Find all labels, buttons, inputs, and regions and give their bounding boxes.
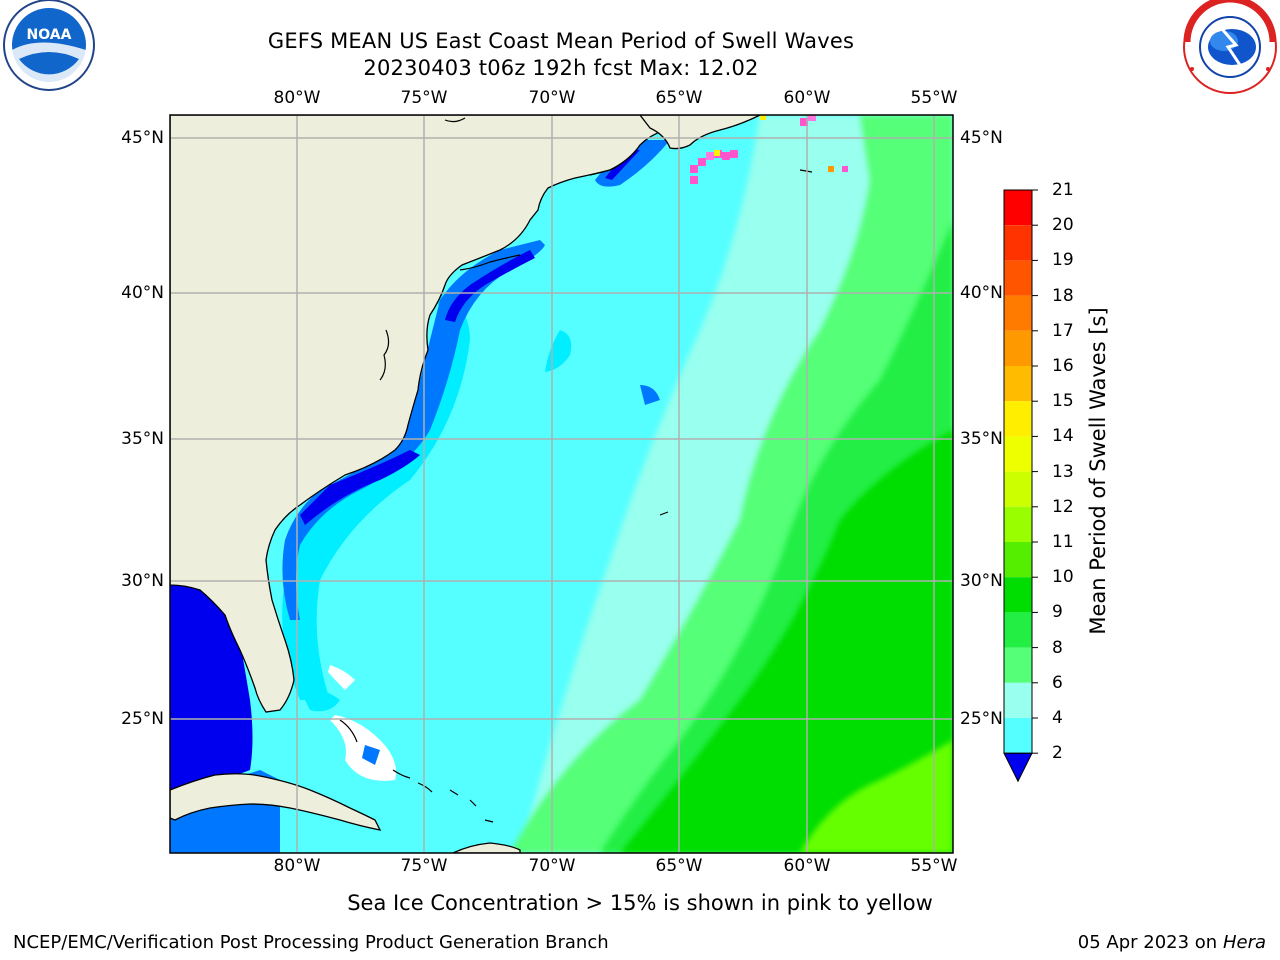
lat-label-right: 35°N <box>960 429 1003 449</box>
colorbar-tick-label: 21 <box>1052 180 1074 200</box>
land <box>170 115 761 853</box>
colorbar-swatch <box>1004 682 1032 718</box>
colorbar <box>1003 189 1038 783</box>
colorbar-swatch <box>1004 577 1032 613</box>
footer-credit: NCEP/EMC/Verification Post Processing Pr… <box>13 932 609 953</box>
sea-ice-caption: Sea Ice Concentration > 15% is shown in … <box>347 891 933 915</box>
colorbar-tick-label: 18 <box>1052 285 1074 306</box>
colorbar-tick-label: 15 <box>1052 391 1074 412</box>
colorbar-tick-label: 4 <box>1052 708 1063 728</box>
colorbar-swatch <box>1004 260 1032 296</box>
colorbar-tick-label: 17 <box>1052 320 1074 341</box>
lon-label-bottom: 70°W <box>528 856 576 876</box>
lat-label-left: 45°N <box>121 128 164 148</box>
lon-label-top: 60°W <box>783 88 831 108</box>
colorbar-tick-label: 13 <box>1052 461 1074 482</box>
colorbar-swatch <box>1004 542 1032 578</box>
lat-label-right: 45°N <box>960 128 1003 148</box>
colorbar-swatch <box>1004 295 1032 331</box>
colorbar-tick-label: 19 <box>1052 250 1074 271</box>
colorbar-swatch <box>1004 647 1032 683</box>
colorbar-tick-label: 10 <box>1052 567 1074 588</box>
lat-label-right: 40°N <box>960 283 1003 303</box>
colorbar-tick-label: 2 <box>1052 743 1063 764</box>
footer-machine: Hera <box>1222 932 1266 953</box>
colorbar-tick-label: 8 <box>1052 637 1063 658</box>
noaa-logo-text: NOAA <box>27 27 72 43</box>
lat-label-right: 30°N <box>960 571 1003 591</box>
map-field <box>170 115 953 853</box>
noaa-logo: NOAA <box>3 0 95 91</box>
colorbar-tick-label: 16 <box>1052 356 1074 376</box>
colorbar-tick-label: 14 <box>1052 426 1074 447</box>
colorbar-swatch <box>1004 190 1032 226</box>
lat-label-left: 30°N <box>121 571 164 591</box>
colorbar-title: Mean Period of Swell Waves [s] <box>1086 307 1110 635</box>
colorbar-swatch <box>1004 612 1032 648</box>
colorbar-swatch <box>1004 225 1032 261</box>
lon-label-top: 70°W <box>528 88 576 108</box>
colorbar-tick-label: 9 <box>1052 602 1063 623</box>
colorbar-swatch <box>1004 330 1032 366</box>
colorbar-swatch <box>1004 718 1032 754</box>
chart-title: GEFS MEAN US East Coast Mean Period of S… <box>267 29 855 53</box>
lat-label-left: 40°N <box>121 283 164 303</box>
lon-label-top: 75°W <box>400 88 448 108</box>
lon-label-bottom: 65°W <box>655 856 703 876</box>
lon-label-top: 65°W <box>655 88 703 108</box>
colorbar-tick-label: 12 <box>1052 496 1074 517</box>
chart-subtitle: 20230403 t06z 192h fcst Max: 12.02 <box>363 56 759 80</box>
lon-label-bottom: 75°W <box>400 856 448 876</box>
colorbar-swatch <box>1004 401 1032 437</box>
colorbar-swatch <box>1004 506 1032 542</box>
graticule <box>170 115 953 853</box>
lon-label-bottom: 80°W <box>273 856 321 876</box>
sea-ice-pixels <box>690 115 848 184</box>
colorbar-tick-label: 20 <box>1052 215 1074 236</box>
map-frame <box>169 114 954 854</box>
colorbar-swatch <box>1004 436 1032 472</box>
colorbar-tick-label: 6 <box>1052 672 1063 693</box>
lon-label-top: 55°W <box>910 88 958 108</box>
lat-label-left: 35°N <box>121 429 164 449</box>
lat-label-left: 25°N <box>121 709 164 729</box>
colorbar-swatch <box>1004 471 1032 507</box>
footer-date: 05 Apr 2023 on Hera <box>1078 932 1266 953</box>
colorbar-extend-arrow <box>1003 752 1033 783</box>
lat-label-right: 25°N <box>960 709 1003 729</box>
lon-label-bottom: 60°W <box>783 856 831 876</box>
nws-logo <box>1183 0 1277 94</box>
footer-date-text: 05 Apr 2023 on <box>1077 932 1223 953</box>
colorbar-swatch <box>1004 366 1032 402</box>
lon-label-top: 80°W <box>273 88 321 108</box>
colorbar-tick-label: 11 <box>1052 532 1074 552</box>
lon-label-bottom: 55°W <box>910 856 958 876</box>
